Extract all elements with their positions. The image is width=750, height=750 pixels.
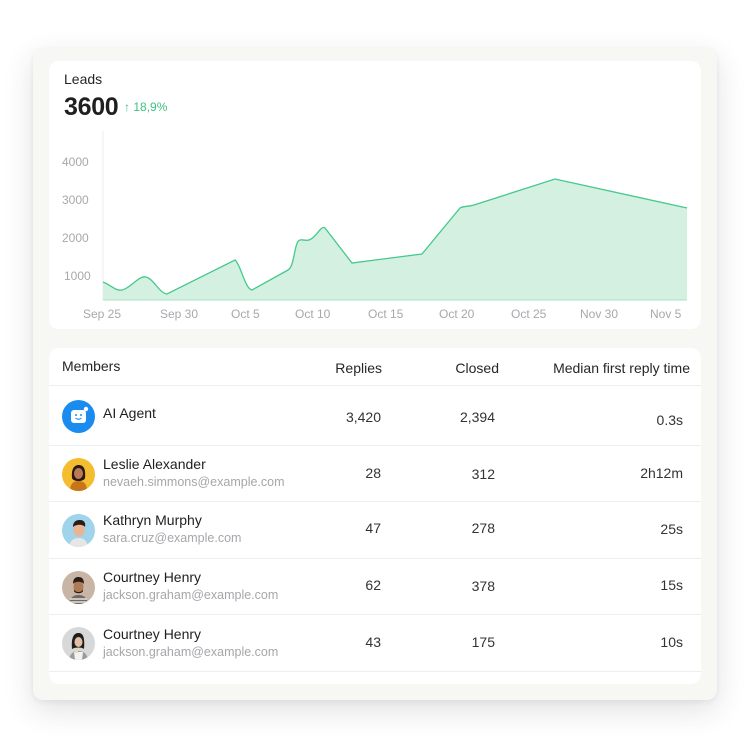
member-name: Leslie Alexander bbox=[103, 456, 206, 472]
table-row[interactable]: Courtney Henry jackson.graham@example.co… bbox=[49, 559, 701, 615]
member-name: AI Agent bbox=[103, 405, 156, 421]
x-tick-sep25: Sep 25 bbox=[83, 307, 121, 321]
replies-value: 43 bbox=[365, 634, 381, 650]
members-table: Members Replies Closed Median first repl… bbox=[49, 348, 701, 684]
arrow-up-icon: ↑ bbox=[124, 100, 130, 114]
leads-chart-card: Leads 3600 ↑ 18,9% 4000 3000 2000 1000 S… bbox=[49, 61, 701, 329]
replies-value: 62 bbox=[365, 577, 381, 593]
median-reply-time-value: 15s bbox=[660, 577, 683, 593]
avatar bbox=[62, 571, 95, 604]
member-email: nevaeh.simmons@example.com bbox=[103, 475, 285, 489]
leads-total-value: 3600 bbox=[64, 93, 119, 121]
column-header-closed[interactable]: Closed bbox=[455, 360, 499, 376]
table-row[interactable]: Courtney Henry jackson.graham@example.co… bbox=[49, 615, 701, 672]
replies-value: 28 bbox=[365, 465, 381, 481]
median-reply-time-value: 25s bbox=[660, 521, 683, 537]
table-row[interactable]: Leslie Alexander nevaeh.simmons@example.… bbox=[49, 446, 701, 502]
y-axis: 4000 3000 2000 1000 bbox=[62, 131, 104, 300]
replies-value: 47 bbox=[365, 520, 381, 536]
x-axis: Sep 25 Sep 30 Oct 5 Oct 10 Oct 15 Oct 20… bbox=[83, 307, 682, 321]
member-name: Courtney Henry bbox=[103, 569, 202, 585]
avatar bbox=[62, 514, 95, 547]
x-tick-oct25: Oct 25 bbox=[511, 307, 547, 321]
leads-delta-value: 18,9% bbox=[133, 100, 168, 114]
column-header-median-first-reply-time[interactable]: Median first reply time bbox=[553, 360, 690, 376]
x-tick-oct15: Oct 15 bbox=[368, 307, 404, 321]
avatar bbox=[62, 458, 95, 491]
leads-delta-badge: ↑ 18,9% bbox=[124, 100, 167, 114]
median-reply-time-value: 0.3s bbox=[656, 412, 683, 428]
member-email: jackson.graham@example.com bbox=[103, 588, 279, 602]
member-email: jackson.graham@example.com bbox=[103, 645, 279, 659]
table-header: Members Replies Closed Median first repl… bbox=[49, 348, 701, 386]
leads-area-chart: 4000 3000 2000 1000 Sep 25 Sep 30 Oct 5 … bbox=[62, 131, 688, 321]
member-name: Courtney Henry bbox=[103, 626, 202, 642]
chart-title: Leads bbox=[64, 71, 103, 87]
replies-value: 3,420 bbox=[345, 409, 381, 425]
x-tick-sep30: Sep 30 bbox=[160, 307, 198, 321]
y-tick-4000: 4000 bbox=[62, 155, 89, 169]
table-row[interactable]: Kathryn Murphy sara.cruz@example.com 47 … bbox=[49, 502, 701, 559]
member-name: Kathryn Murphy bbox=[103, 512, 202, 528]
column-header-replies[interactable]: Replies bbox=[335, 360, 382, 376]
y-tick-3000: 3000 bbox=[62, 193, 89, 207]
median-reply-time-value: 2h12m bbox=[640, 465, 683, 481]
closed-value: 175 bbox=[471, 634, 495, 650]
table-row[interactable]: AI Agent 3,420 2,394 0.3s bbox=[49, 386, 701, 446]
column-header-members[interactable]: Members bbox=[62, 358, 121, 374]
x-tick-oct10: Oct 10 bbox=[295, 307, 331, 321]
median-reply-time-value: 10s bbox=[660, 634, 683, 650]
avatar bbox=[62, 627, 95, 660]
closed-value: 278 bbox=[471, 520, 495, 536]
x-tick-nov5: Nov 5 bbox=[650, 307, 682, 321]
member-email: sara.cruz@example.com bbox=[103, 531, 242, 545]
dashboard-card: Leads 3600 ↑ 18,9% 4000 3000 2000 1000 S… bbox=[33, 48, 717, 700]
closed-value: 2,394 bbox=[459, 409, 495, 425]
robot-icon bbox=[62, 400, 95, 433]
leads-area-fill bbox=[103, 179, 687, 300]
closed-value: 312 bbox=[471, 466, 495, 482]
x-tick-nov30: Nov 30 bbox=[580, 307, 618, 321]
closed-value: 378 bbox=[471, 578, 495, 594]
y-tick-2000: 2000 bbox=[62, 231, 89, 245]
y-tick-1000: 1000 bbox=[64, 269, 91, 283]
x-tick-oct20: Oct 20 bbox=[439, 307, 475, 321]
leads-area-line bbox=[102, 178, 688, 295]
x-tick-oct5: Oct 5 bbox=[231, 307, 260, 321]
